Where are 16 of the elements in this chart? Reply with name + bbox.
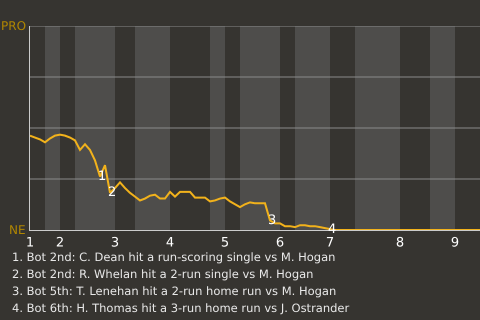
x-tick-label: 1 — [26, 236, 34, 251]
x-tick-label: 9 — [450, 236, 460, 251]
text: NE — [9, 223, 26, 237]
text: 2. Bot 2nd: R. Whelan hit a 2-run single vs M. Hogan — [12, 267, 314, 281]
x-tick-label: 3 — [110, 236, 120, 251]
x-tick-label: 7 — [326, 236, 334, 251]
x-tick-label: 4 — [166, 236, 174, 251]
x-tick-label: 5 — [220, 236, 230, 251]
x-tick-label: 8 — [396, 236, 404, 251]
text: 1. Bot 2nd: C. Dean hit a run-scoring single vs M. Hogan — [12, 250, 336, 264]
text: PRO — [1, 19, 26, 33]
text: 3. Bot 5th: T. Lenehan hit a 2-run home run vs M. Hogan — [12, 284, 336, 298]
x-tick-label: 2 — [56, 236, 64, 251]
annotation: 1 — [98, 169, 106, 184]
x-tick-label: 6 — [276, 236, 284, 251]
text: 4. Bot 6th: H. Thomas hit a 3-run home run vs J. Ostrander — [12, 301, 350, 315]
